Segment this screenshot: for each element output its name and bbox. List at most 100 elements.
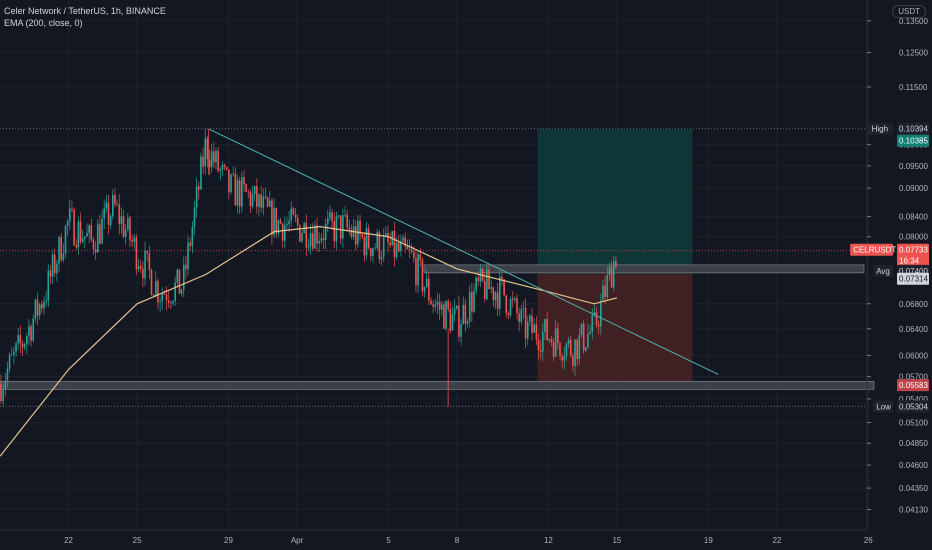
candle-body <box>348 227 351 230</box>
time-tick-label: 22 <box>772 536 781 545</box>
candle-body <box>105 202 108 209</box>
candle-body <box>337 215 340 217</box>
candle-body <box>221 164 224 170</box>
candle-body <box>380 256 383 260</box>
candle-body <box>554 328 557 357</box>
currency-badge[interactable]: USDT <box>892 5 926 18</box>
candle-body <box>576 339 578 360</box>
time-tick-label: 8 <box>455 536 460 545</box>
price-tick-label: 0.12500 <box>899 49 928 58</box>
candle-body <box>296 217 299 226</box>
candle-body <box>103 208 105 219</box>
candle-body <box>210 151 213 168</box>
candle-body <box>92 239 95 250</box>
candle-body <box>520 309 523 322</box>
candle-body <box>548 339 551 341</box>
candle-body <box>271 200 273 236</box>
high-value: 0.10394 <box>899 125 928 134</box>
avg-tag-bg <box>873 264 893 277</box>
candle-body <box>245 184 247 192</box>
candle-body <box>307 246 310 248</box>
candle-body <box>172 300 174 304</box>
candle-body <box>559 342 561 356</box>
candle-body <box>73 209 75 246</box>
candle-body <box>79 221 82 243</box>
candle-body <box>447 301 449 310</box>
candle-body <box>471 292 473 312</box>
candle-body <box>107 202 110 226</box>
resistance-zone <box>423 264 865 274</box>
price-tick-label: 0.05100 <box>899 418 928 427</box>
candle-body <box>167 300 170 303</box>
time-tick-label: 19 <box>704 536 713 545</box>
candle-body <box>329 212 331 219</box>
trendline-segment[interactable] <box>208 128 719 375</box>
candle-body <box>273 207 275 236</box>
candle-body <box>51 254 54 277</box>
candle-body <box>32 318 35 341</box>
candle-body <box>217 150 219 171</box>
ema-line <box>0 225 618 457</box>
candle-body <box>544 319 546 332</box>
candle-body <box>333 221 336 242</box>
candle-body <box>483 280 486 300</box>
low-value: 0.05304 <box>899 402 928 411</box>
candle-body <box>77 221 80 248</box>
candle-body <box>253 186 256 194</box>
candle-body <box>331 212 333 222</box>
candle-body <box>451 314 454 331</box>
candle-body <box>589 331 591 334</box>
candle-body <box>62 253 65 261</box>
candle-body <box>64 226 67 254</box>
symbol-tag-bg <box>850 243 893 256</box>
candle-body <box>86 232 88 237</box>
candle-body <box>305 222 308 248</box>
candle-body <box>488 269 490 290</box>
candle-body <box>299 225 301 242</box>
price-tick-label: 0.09500 <box>899 162 928 171</box>
candle-body <box>161 294 164 302</box>
time-tick-label: Apr <box>291 536 304 545</box>
candle-body <box>430 300 432 305</box>
candle-body <box>397 242 400 251</box>
candle-body <box>425 278 428 288</box>
candle-body <box>557 328 559 343</box>
price-tick-label: 0.04350 <box>899 484 928 493</box>
candle-body <box>232 173 234 175</box>
candle-body <box>580 323 583 335</box>
indicator-title[interactable]: EMA (200, close, 0) <box>4 18 83 28</box>
candle-body <box>200 156 202 190</box>
candle-body <box>176 269 179 283</box>
candle-body <box>531 315 533 333</box>
price-tick-label: 0.08000 <box>899 233 928 242</box>
symbol-title[interactable]: Celer Network / TetherUS, 1h, BINANCE <box>4 6 166 16</box>
time-axis[interactable]: 22 25 29 Apr 5 8 12 15 19 22 26 <box>0 529 873 545</box>
candle-body <box>49 270 52 277</box>
candle-body <box>462 304 465 325</box>
candle-body <box>552 341 555 357</box>
candle-body <box>526 321 529 339</box>
low-value-bg <box>897 400 929 413</box>
candle-body <box>322 238 325 241</box>
candle-body <box>318 240 320 244</box>
candle-body <box>387 233 389 243</box>
candle-body <box>445 301 447 329</box>
candle-body <box>342 215 344 239</box>
stop-zone <box>537 273 693 386</box>
candle-body <box>182 264 185 290</box>
candle-body <box>440 304 443 310</box>
candle-body <box>413 251 415 259</box>
candle-body <box>466 321 469 324</box>
candle-body <box>464 304 467 324</box>
candle-body <box>90 225 93 240</box>
candle-body <box>423 287 426 292</box>
candle-body <box>294 214 297 218</box>
candle-body <box>419 254 422 260</box>
price-tick-label: 0.04600 <box>899 461 928 470</box>
candle-body <box>174 282 176 301</box>
candle-body <box>344 214 346 216</box>
candle-body <box>406 246 409 249</box>
trendline[interactable] <box>208 128 719 375</box>
candle-body <box>378 232 381 260</box>
